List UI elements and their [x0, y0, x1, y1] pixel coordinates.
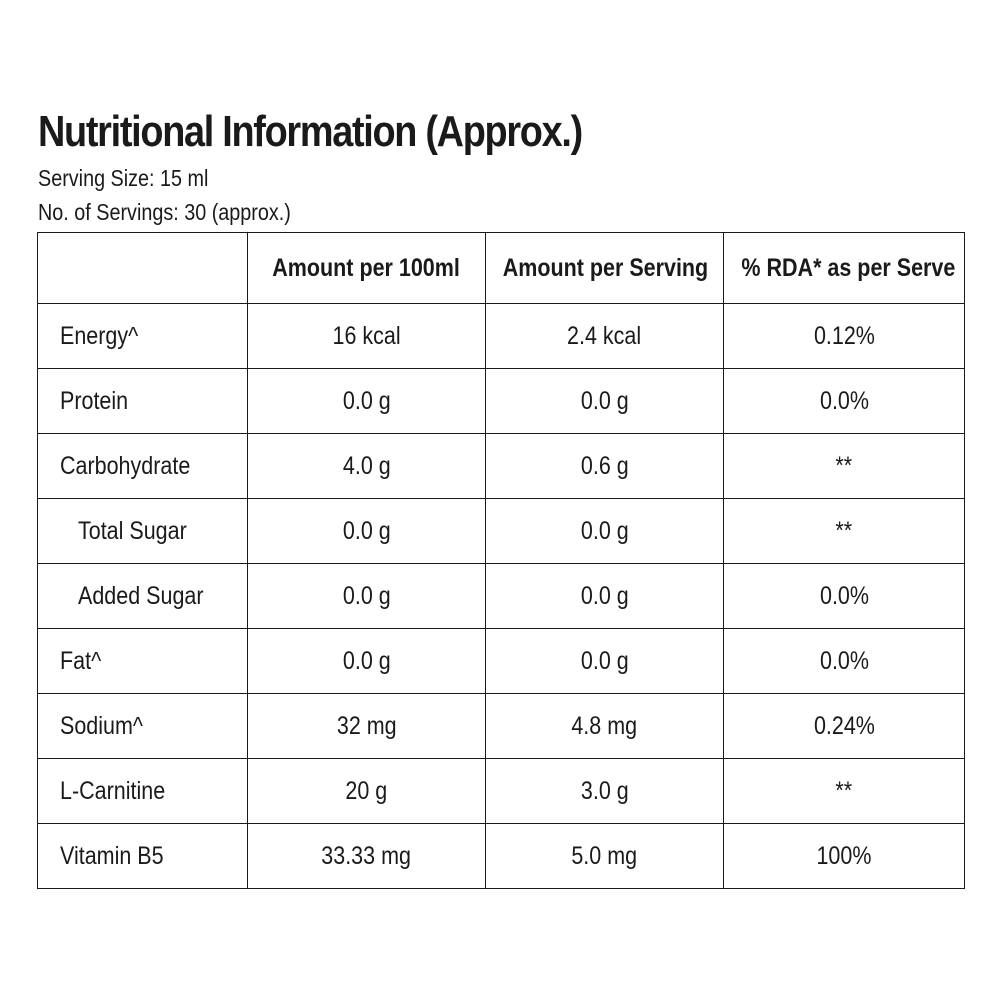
- table-row: Energy^ 16 kcal 2.4 kcal 0.12%: [37, 303, 965, 369]
- header-rda-per-serve: % RDA* as per Serve: [723, 232, 965, 304]
- table-row: Vitamin B5 33.33 mg 5.0 mg 100%: [37, 823, 965, 889]
- header-amount-per-100ml: Amount per 100ml: [247, 232, 486, 304]
- serving-size: Serving Size: 15 ml: [38, 165, 209, 191]
- amount-per-100ml: 32 mg: [247, 693, 486, 759]
- amount-per-serving: 0.0 g: [485, 628, 724, 694]
- amount-per-100ml: 20 g: [247, 758, 486, 824]
- rda-per-serve: 0.0%: [723, 368, 965, 434]
- nutrient-name: Sodium^: [37, 693, 248, 759]
- nutrient-name: L-Carnitine: [37, 758, 248, 824]
- amount-per-serving: 2.4 kcal: [485, 303, 724, 369]
- amount-per-serving: 0.0 g: [485, 498, 724, 564]
- nutrition-table: Amount per 100ml Amount per Serving % RD…: [37, 232, 965, 889]
- nutrient-name: Fat^: [37, 628, 248, 694]
- nutrient-name: Energy^: [37, 303, 248, 369]
- rda-per-serve: 0.0%: [723, 628, 965, 694]
- table-row: Total Sugar 0.0 g 0.0 g **: [37, 498, 965, 564]
- amount-per-100ml: 4.0 g: [247, 433, 486, 499]
- amount-per-100ml: 0.0 g: [247, 368, 486, 434]
- amount-per-100ml: 0.0 g: [247, 563, 486, 629]
- rda-per-serve: 0.0%: [723, 563, 965, 629]
- amount-per-serving: 0.6 g: [485, 433, 724, 499]
- amount-per-100ml: 33.33 mg: [247, 823, 486, 889]
- page-title: Nutritional Information (Approx.): [38, 107, 583, 156]
- amount-per-serving: 4.8 mg: [485, 693, 724, 759]
- rda-per-serve: 100%: [723, 823, 965, 889]
- amount-per-100ml: 0.0 g: [247, 628, 486, 694]
- table-header-row: Amount per 100ml Amount per Serving % RD…: [37, 232, 965, 304]
- rda-per-serve: 0.12%: [723, 303, 965, 369]
- table-row: L-Carnitine 20 g 3.0 g **: [37, 758, 965, 824]
- amount-per-serving: 3.0 g: [485, 758, 724, 824]
- table-row: Carbohydrate 4.0 g 0.6 g **: [37, 433, 965, 499]
- rda-per-serve: **: [723, 433, 965, 499]
- rda-per-serve: **: [723, 758, 965, 824]
- table-row: Fat^ 0.0 g 0.0 g 0.0%: [37, 628, 965, 694]
- nutrient-name: Total Sugar: [37, 498, 248, 564]
- nutrient-name: Vitamin B5: [37, 823, 248, 889]
- header-nutrient: [37, 232, 248, 304]
- amount-per-serving: 5.0 mg: [485, 823, 724, 889]
- nutrient-name: Added Sugar: [37, 563, 248, 629]
- header-amount-per-serving: Amount per Serving: [485, 232, 724, 304]
- nutrient-name: Carbohydrate: [37, 433, 248, 499]
- rda-per-serve: 0.24%: [723, 693, 965, 759]
- rda-per-serve: **: [723, 498, 965, 564]
- table-row: Added Sugar 0.0 g 0.0 g 0.0%: [37, 563, 965, 629]
- table-row: Sodium^ 32 mg 4.8 mg 0.24%: [37, 693, 965, 759]
- table-row: Protein 0.0 g 0.0 g 0.0%: [37, 368, 965, 434]
- number-of-servings: No. of Servings: 30 (approx.): [38, 199, 291, 225]
- amount-per-serving: 0.0 g: [485, 563, 724, 629]
- nutrient-name: Protein: [37, 368, 248, 434]
- amount-per-100ml: 16 kcal: [247, 303, 486, 369]
- amount-per-100ml: 0.0 g: [247, 498, 486, 564]
- amount-per-serving: 0.0 g: [485, 368, 724, 434]
